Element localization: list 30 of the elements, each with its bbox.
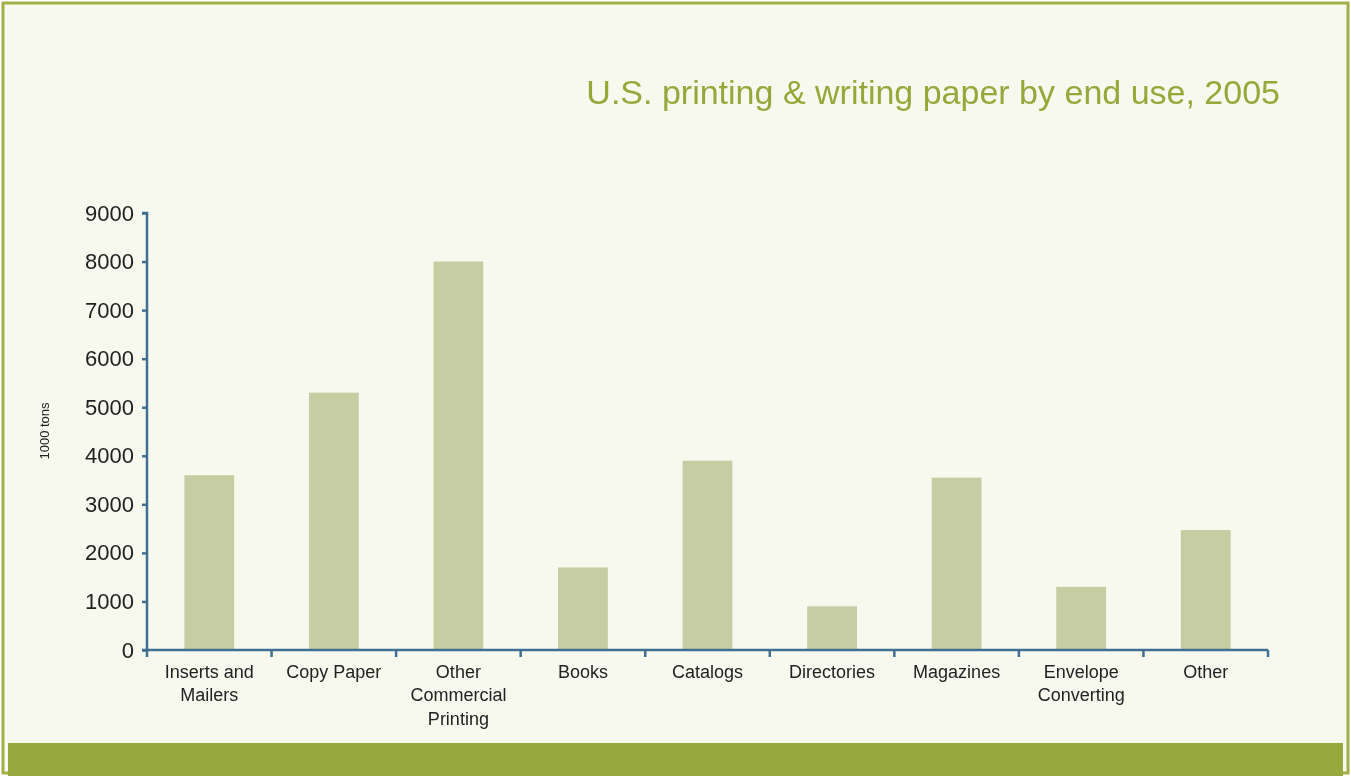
y-axis-title: 1000 tons [37,401,52,460]
bar [558,567,608,650]
x-tick-label: Magazines [913,661,1001,682]
x-tick-label: Inserts and Mailers [164,661,254,706]
x-tick-label: Envelope Converting [1037,661,1125,706]
y-tick-label: 3000 [85,491,134,517]
bar [807,606,857,650]
x-tick-label: Other Commercial Printing [410,661,507,729]
bar [184,475,235,650]
y-tick-label: 0 [121,637,134,663]
y-tick-label: 6000 [85,346,134,372]
x-tick-label: Catalogs [671,661,744,682]
bar [1056,586,1107,650]
y-tick-label: 2000 [85,540,134,566]
bar [682,460,733,650]
y-tick-label: 5000 [85,394,134,420]
bar [931,477,982,650]
x-tick-label: Copy Paper [286,661,382,682]
y-tick-label: 1000 [85,588,134,614]
bar [308,392,359,650]
bar [1180,530,1231,650]
y-tick-label: 7000 [85,297,134,323]
y-tick-label: 8000 [85,249,134,275]
bar [433,261,484,650]
x-tick-label: Books [557,661,608,682]
y-tick-label: 4000 [85,443,134,469]
y-tick-label: 9000 [85,200,134,226]
chart-title: U.S. printing & writing paper by end use, 2005 [586,73,1280,111]
x-tick-label: Directories [789,661,876,682]
x-tick-label: Other [1183,661,1229,682]
